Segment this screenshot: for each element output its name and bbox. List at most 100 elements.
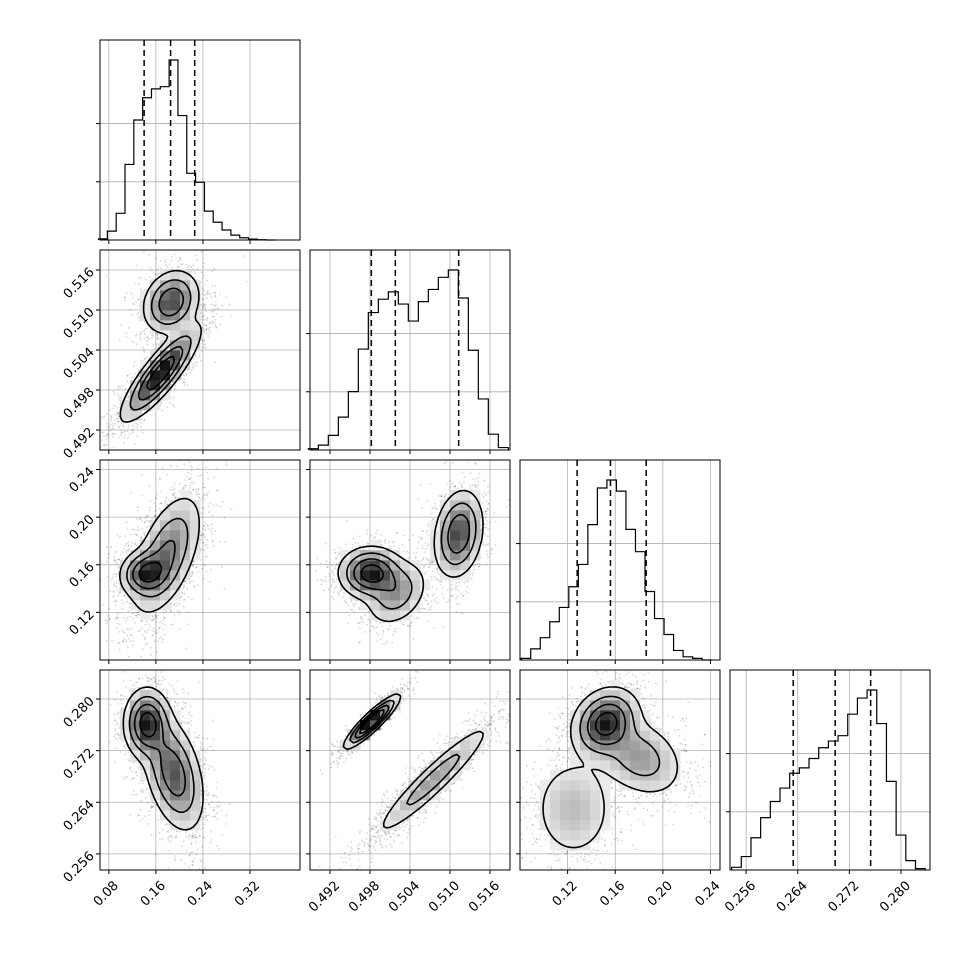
scatter-point: [102, 432, 104, 434]
scatter-point: [178, 628, 180, 630]
scatter-point: [164, 634, 166, 636]
scatter-point: [157, 615, 159, 617]
scatter-point: [207, 290, 209, 292]
scatter-point: [187, 267, 189, 269]
scatter-point: [208, 528, 210, 530]
scatter-point: [201, 323, 203, 325]
scatter-point: [197, 584, 199, 586]
density-cell: [150, 290, 160, 300]
scatter-point: [134, 304, 136, 306]
scatter-point: [108, 608, 110, 610]
scatter-point: [201, 568, 203, 570]
scatter-point: [195, 362, 197, 364]
scatter-point: [222, 501, 224, 503]
scatter-point: [139, 333, 141, 335]
scatter-point: [192, 268, 194, 270]
scatter-point: [161, 410, 163, 412]
scatter-point: [193, 358, 195, 360]
scatter-point: [177, 602, 179, 604]
scatter-point: [106, 623, 108, 625]
scatter-point: [167, 499, 169, 501]
scatter-point: [141, 330, 143, 332]
scatter-point: [210, 327, 212, 329]
scatter-point: [118, 592, 120, 594]
scatter-point: [203, 263, 205, 265]
scatter-point: [127, 375, 129, 377]
scatter-point: [149, 507, 151, 509]
scatter-point: [138, 283, 140, 285]
scatter-point: [134, 361, 136, 363]
scatter-point: [136, 616, 138, 618]
scatter-point: [105, 620, 107, 622]
scatter-point: [130, 616, 132, 618]
scatter-point: [130, 640, 132, 642]
scatter-point: [118, 437, 120, 439]
scatter-point: [140, 422, 142, 424]
scatter-point: [203, 495, 205, 497]
panel-frame-0-0: [100, 40, 300, 240]
scatter-point: [159, 638, 161, 640]
scatter-point: [184, 384, 186, 386]
scatter-point: [209, 322, 211, 324]
scatter-point: [123, 617, 125, 619]
scatter-point: [170, 248, 172, 250]
scatter-point: [123, 602, 125, 604]
scatter-point: [145, 288, 147, 290]
scatter-point: [115, 423, 117, 425]
scatter-point: [192, 489, 194, 491]
scatter-point: [138, 518, 140, 520]
scatter-point: [140, 277, 142, 279]
scatter-point: [123, 442, 125, 444]
scatter-point: [174, 388, 176, 390]
scatter-point: [226, 464, 228, 466]
scatter-point: [121, 431, 123, 433]
scatter-point: [138, 378, 140, 380]
scatter-point: [189, 484, 191, 486]
scatter-point: [137, 506, 139, 508]
scatter-point: [189, 478, 191, 480]
scatter-point: [120, 397, 122, 399]
scatter-point: [186, 588, 188, 590]
scatter-point: [214, 530, 216, 532]
scatter-point: [152, 619, 154, 621]
scatter-point: [146, 356, 148, 358]
scatter-point: [118, 385, 120, 387]
scatter-point: [107, 433, 109, 435]
scatter-point: [118, 418, 120, 420]
scatter-point: [159, 622, 161, 624]
scatter-point: [126, 336, 128, 338]
scatter-point: [123, 548, 125, 550]
scatter-point: [113, 559, 115, 561]
scatter-point: [104, 700, 106, 702]
scatter-point: [207, 335, 209, 337]
scatter-point: [193, 366, 195, 368]
scatter-point: [117, 617, 119, 619]
panel-frame-3-3: [730, 670, 930, 870]
scatter-point: [113, 391, 115, 393]
scatter-point: [110, 420, 112, 422]
scatter-point: [142, 635, 144, 637]
density-cell: [160, 360, 170, 370]
scatter-point: [119, 387, 121, 389]
scatter-point: [193, 482, 195, 484]
scatter-point: [134, 533, 136, 535]
scatter-point: [203, 315, 205, 317]
scatter-point: [126, 431, 128, 433]
scatter-point: [205, 564, 207, 566]
scatter-point: [153, 628, 155, 630]
scatter-point: [207, 491, 209, 493]
scatter-point: [125, 332, 127, 334]
scatter-point: [212, 515, 214, 517]
scatter-point: [138, 529, 140, 531]
scatter-point: [183, 375, 185, 377]
scatter-point: [191, 271, 193, 273]
scatter-point: [205, 347, 207, 349]
scatter-point: [125, 299, 127, 301]
scatter-point: [125, 619, 127, 621]
scatter-point: [202, 277, 204, 279]
scatter-point: [171, 256, 173, 258]
scatter-point: [172, 489, 174, 491]
scatter-point: [192, 265, 194, 267]
histogram-0: [99, 60, 275, 240]
scatter-point: [117, 613, 119, 615]
